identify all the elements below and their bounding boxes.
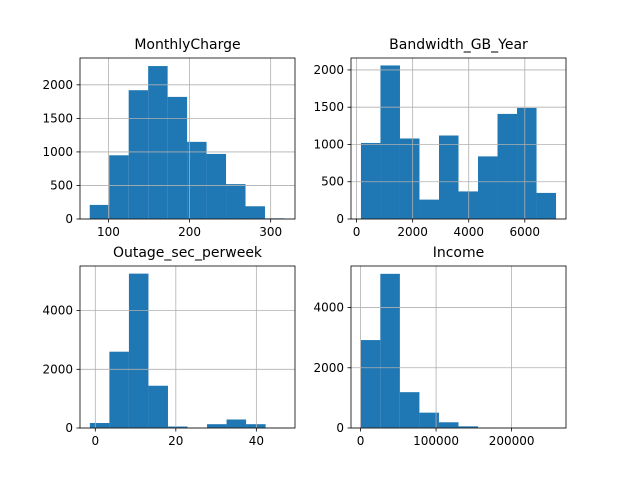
axes-frame bbox=[350, 57, 567, 220]
y-tick-label: 0 bbox=[65, 212, 73, 226]
x-axis: 100 200 300 bbox=[97, 219, 282, 239]
axes-frame bbox=[79, 57, 296, 220]
y-axis: 0 500 1000 1500 2000 bbox=[42, 78, 80, 226]
histogram-bar bbox=[419, 199, 439, 219]
y-tick-label: 2000 bbox=[42, 362, 73, 376]
x-tick-label: 40 bbox=[249, 434, 264, 448]
histogram-bar bbox=[458, 191, 479, 219]
bars bbox=[360, 65, 557, 219]
axes-frame bbox=[79, 265, 296, 429]
x-tick-label: 0 bbox=[357, 434, 365, 448]
histogram-bar bbox=[109, 155, 129, 219]
x-tick-label: 4000 bbox=[453, 225, 484, 239]
x-axis: 0 2000 4000 6000 bbox=[353, 219, 540, 239]
histogram-bar bbox=[109, 351, 129, 428]
bars bbox=[89, 66, 285, 219]
y-tick-label: 1000 bbox=[313, 137, 344, 151]
x-tick-label: 300 bbox=[259, 225, 282, 239]
histogram-bar bbox=[360, 340, 381, 428]
y-tick-label: 4000 bbox=[42, 304, 73, 318]
histogram-bar bbox=[167, 96, 188, 219]
subplot-title: Bandwidth_GB_Year bbox=[389, 37, 528, 53]
subplot-bandwidth-gb-year: Bandwidth_GB_Year 0 2000 4000 6000 0 500 1000 1… bbox=[313, 37, 567, 239]
histogram-bar bbox=[245, 206, 265, 219]
y-tick-label: 2000 bbox=[42, 78, 73, 92]
histogram-bar bbox=[399, 392, 420, 428]
histogram-bar bbox=[380, 273, 400, 428]
y-tick-label: 0 bbox=[336, 421, 344, 435]
y-tick-label: 0 bbox=[336, 212, 344, 226]
histogram-bar bbox=[226, 184, 246, 219]
y-tick-label: 500 bbox=[50, 178, 73, 192]
x-tick-label: 2000 bbox=[397, 225, 428, 239]
y-axis: 0 2000 4000 bbox=[313, 301, 351, 435]
histogram-bar bbox=[497, 113, 518, 219]
histogram-bar bbox=[89, 423, 110, 428]
histogram-bar bbox=[419, 412, 439, 428]
histogram-bar bbox=[148, 66, 168, 219]
y-tick-label: 0 bbox=[65, 421, 73, 435]
x-tick-label: 100000 bbox=[413, 434, 459, 448]
x-axis: 0 20 40 bbox=[91, 428, 264, 448]
histogram-bar bbox=[380, 65, 400, 219]
histogram-bar bbox=[128, 273, 149, 428]
y-tick-label: 1500 bbox=[313, 100, 344, 114]
y-tick-label: 500 bbox=[321, 175, 344, 189]
histogram-bar bbox=[89, 204, 110, 219]
histogram-bar bbox=[478, 156, 498, 219]
x-tick-label: 200000 bbox=[489, 434, 535, 448]
x-tick-label: 100 bbox=[97, 225, 120, 239]
y-axis: 0 2000 4000 bbox=[42, 304, 80, 435]
histogram-bar bbox=[207, 424, 227, 428]
x-tick-label: 0 bbox=[91, 434, 99, 448]
bars bbox=[89, 273, 286, 428]
histogram-bar bbox=[167, 426, 188, 428]
subplot-outage-sec-perweek: Outage_sec_perweek 0 20 40 0 2000 4000 bbox=[42, 245, 296, 448]
histogram-bar bbox=[536, 192, 557, 219]
y-axis: 0 500 1000 1500 2000 bbox=[313, 63, 351, 226]
subplot-monthlycharge: MonthlyCharge 100 200 300 0 500 1000 1500 2000 bbox=[42, 37, 296, 239]
axes-frame bbox=[350, 265, 567, 429]
histogram-bar bbox=[399, 138, 420, 219]
y-tick-label: 4000 bbox=[313, 301, 344, 315]
histogram-bar bbox=[438, 135, 459, 219]
x-axis: 0 100000 200000 bbox=[357, 428, 535, 448]
histogram-bar bbox=[438, 422, 459, 428]
histogram-bar bbox=[360, 142, 381, 219]
subplot-title: Outage_sec_perweek bbox=[113, 245, 263, 261]
x-tick-label: 20 bbox=[168, 434, 183, 448]
histogram-bar bbox=[187, 141, 207, 219]
subplot-income: Income 0 100000 200000 0 2000 4000 bbox=[313, 245, 567, 448]
histogram-bar bbox=[226, 419, 247, 428]
bars bbox=[360, 273, 557, 428]
x-tick-label: 200 bbox=[178, 225, 201, 239]
y-tick-label: 1500 bbox=[42, 111, 73, 125]
x-tick-label: 0 bbox=[353, 225, 361, 239]
histogram-bar bbox=[246, 424, 266, 428]
histogram-bar bbox=[148, 385, 168, 428]
subplot-title: Income bbox=[433, 245, 485, 261]
histogram-bar bbox=[517, 107, 537, 219]
y-tick-label: 2000 bbox=[313, 63, 344, 77]
y-tick-label: 2000 bbox=[313, 361, 344, 375]
histogram-bar bbox=[206, 153, 227, 219]
subplot-title: MonthlyCharge bbox=[134, 37, 240, 53]
histogram-bar bbox=[128, 90, 149, 219]
y-tick-label: 1000 bbox=[42, 145, 73, 159]
histogram-bar bbox=[458, 426, 479, 428]
x-tick-label: 6000 bbox=[510, 225, 541, 239]
